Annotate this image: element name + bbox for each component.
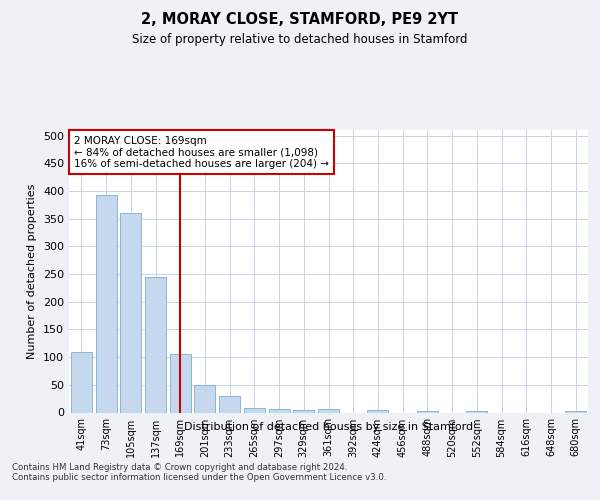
Text: Distribution of detached houses by size in Stamford: Distribution of detached houses by size … xyxy=(184,422,473,432)
Bar xyxy=(244,408,265,412)
Text: 2 MORAY CLOSE: 169sqm
← 84% of detached houses are smaller (1,098)
16% of semi-d: 2 MORAY CLOSE: 169sqm ← 84% of detached … xyxy=(74,136,329,169)
Bar xyxy=(466,411,487,412)
Bar xyxy=(219,396,240,412)
Bar xyxy=(293,410,314,412)
Bar xyxy=(194,385,215,412)
Bar xyxy=(71,352,92,412)
Text: 2, MORAY CLOSE, STAMFORD, PE9 2YT: 2, MORAY CLOSE, STAMFORD, PE9 2YT xyxy=(142,12,458,28)
Text: Contains HM Land Registry data © Crown copyright and database right 2024.
Contai: Contains HM Land Registry data © Crown c… xyxy=(12,462,386,482)
Bar xyxy=(565,411,586,412)
Bar xyxy=(145,278,166,412)
Bar xyxy=(170,354,191,412)
Bar xyxy=(120,213,141,412)
Bar xyxy=(318,408,339,412)
Bar xyxy=(417,411,438,412)
Bar xyxy=(367,410,388,412)
Bar xyxy=(269,408,290,412)
Bar xyxy=(95,195,116,412)
Y-axis label: Number of detached properties: Number of detached properties xyxy=(28,184,37,359)
Text: Size of property relative to detached houses in Stamford: Size of property relative to detached ho… xyxy=(132,32,468,46)
